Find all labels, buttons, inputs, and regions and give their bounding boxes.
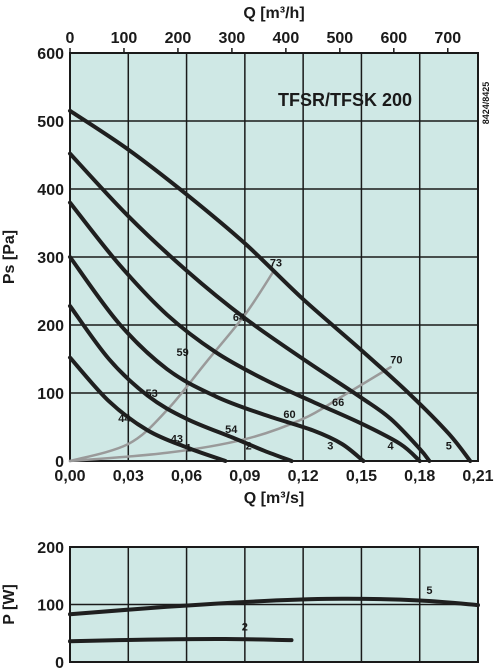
curve-annotation: 43 xyxy=(171,434,183,446)
curve-annotation: 5 xyxy=(446,440,452,452)
x-tick-label: 0,21 xyxy=(462,468,493,485)
curve-annotation: 73 xyxy=(270,257,282,269)
x-tick-label: 0,12 xyxy=(288,468,319,485)
x-tick-label: 0,03 xyxy=(113,468,144,485)
power-plot: 0 100 200 P [W] 5 2 xyxy=(1,540,480,670)
power-y-tick-label: 100 xyxy=(37,598,64,615)
top-axis-title: Q [m³/h] xyxy=(243,5,304,22)
y-tick-label: 600 xyxy=(37,46,64,63)
curve-annotation: 59 xyxy=(177,347,189,359)
power-curve-annotation: 2 xyxy=(242,621,248,633)
pressure-plot: 0,00 0,03 0,06 0,09 0,12 0,15 0,18 0,21 0 100 200 3… xyxy=(1,5,494,507)
power-y-tick-label: 200 xyxy=(37,540,64,557)
power-curve-2 xyxy=(68,636,294,644)
x-tick-label: 0,06 xyxy=(171,468,202,485)
y-tick-label: 300 xyxy=(37,250,64,267)
y-tick-label: 0 xyxy=(55,454,64,471)
top-tick-label: 300 xyxy=(219,30,246,47)
top-tick-label: 0 xyxy=(66,30,75,47)
y-tick-label: 100 xyxy=(37,386,64,403)
curve-annotation: 64 xyxy=(233,312,246,324)
top-tick-label: 500 xyxy=(326,30,353,47)
curve-annotation: 4 xyxy=(388,440,395,452)
model-label: TFSR/TFSK 200 xyxy=(278,90,412,110)
top-tick-label: 600 xyxy=(380,30,407,47)
x-tick-label: 0,09 xyxy=(229,468,260,485)
top-tick-label: 400 xyxy=(273,30,300,47)
curve-annotation: 53 xyxy=(145,388,157,400)
curve-annotation: 70 xyxy=(390,355,402,367)
x-tick-label: 0,15 xyxy=(346,468,377,485)
top-tick-label: 700 xyxy=(434,30,461,47)
fan-curve-5 xyxy=(68,108,473,463)
y-tick-label: 500 xyxy=(37,114,64,131)
top-tick-label: 200 xyxy=(165,30,192,47)
x-axis-title: Q [m³/s] xyxy=(244,490,304,507)
curve-annotation: 60 xyxy=(283,409,295,421)
y-axis-title: Ps [Pa] xyxy=(1,230,18,284)
curve-annotation: 66 xyxy=(332,397,344,409)
efficiency-line xyxy=(68,365,392,463)
x-tick-label: 0,00 xyxy=(54,468,85,485)
y-tick-label: 200 xyxy=(37,318,64,335)
curve-annotation: 44 xyxy=(118,413,131,425)
power-y-axis-title: P [W] xyxy=(1,584,18,625)
curve-annotation: 2 xyxy=(246,440,252,452)
y-tick-label: 400 xyxy=(37,182,64,199)
curve-annotation: 54 xyxy=(225,424,238,436)
power-curve-annotation: 5 xyxy=(426,585,432,597)
curve-annotation: 1 xyxy=(185,442,191,454)
top-tick-label: 100 xyxy=(111,30,138,47)
efficiency-line xyxy=(68,269,276,463)
drawing-code: 8424/8425 xyxy=(481,82,491,125)
fan-curve-3 xyxy=(68,255,366,463)
fan-curve-2 xyxy=(68,304,294,463)
fan-curve-6 xyxy=(68,151,432,463)
power-curve-5 xyxy=(68,596,480,617)
curve-annotation: 3 xyxy=(327,440,333,452)
x-tick-label: 0,18 xyxy=(404,468,435,485)
fan-curve-1 xyxy=(68,355,228,463)
power-y-tick-label: 0 xyxy=(55,655,64,670)
fan-curve-4 xyxy=(68,200,422,463)
